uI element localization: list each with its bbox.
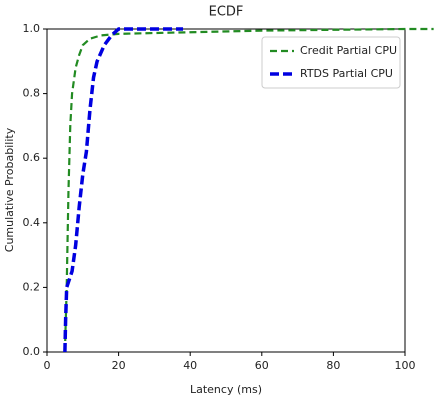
x-tick-label: 100 (395, 359, 416, 372)
y-tick-label: 0.0 (23, 345, 41, 358)
legend-box (261, 36, 401, 89)
plot-frame (46, 28, 406, 353)
x-tick-label: 0 (44, 359, 51, 372)
series-line (63, 27, 184, 353)
y-tick-label: 0.2 (23, 280, 41, 293)
y-tick-label: 1.0 (23, 22, 41, 35)
chart-title: ECDF (209, 5, 244, 20)
y-tick-label: 0.6 (23, 151, 41, 164)
x-tick-label: 40 (183, 359, 197, 372)
legend-label: RTDS Partial CPU (300, 67, 393, 80)
series-line (63, 27, 434, 353)
x-tick-label: 60 (255, 359, 269, 372)
legend-label: Credit Partial CPU (300, 44, 397, 57)
x-tick-label: 20 (112, 359, 126, 372)
x-tick-label: 80 (326, 359, 340, 372)
y-tick-label: 0.8 (23, 87, 41, 100)
y-tick-label: 0.4 (23, 216, 41, 229)
x-axis-label: Latency (ms) (190, 383, 262, 396)
y-axis-label: Cumulative Probability (3, 127, 16, 252)
